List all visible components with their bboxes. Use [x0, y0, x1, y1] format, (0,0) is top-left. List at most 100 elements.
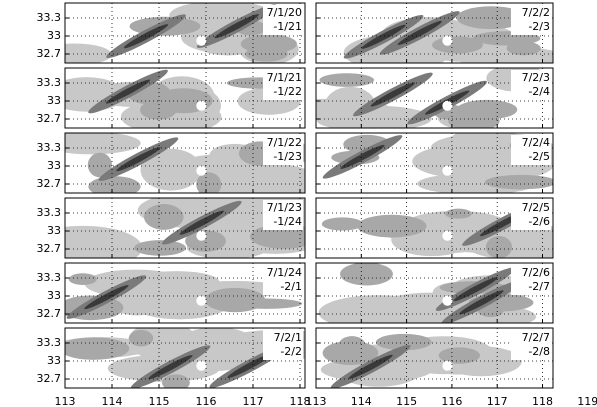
panel-frame — [315, 197, 554, 259]
y-tick-label: 33 — [47, 224, 61, 237]
shade-region — [143, 204, 184, 230]
shade-region — [484, 174, 553, 190]
lake-mask — [442, 165, 453, 176]
y-tick-label: 33 — [47, 29, 61, 42]
rain-band-core — [123, 24, 169, 49]
shade-region — [65, 43, 112, 63]
shade-region — [162, 374, 190, 388]
x-tick-label: 113 — [306, 395, 327, 407]
y-tick-label: 32.7 — [37, 112, 62, 125]
panel-frame — [64, 67, 306, 129]
panel-frame — [315, 2, 554, 64]
panel-date: 7/1/22 — [267, 136, 302, 149]
y-tick-label: 33 — [47, 159, 61, 172]
label-bg — [511, 5, 551, 35]
shade-region — [196, 172, 222, 193]
panel-date: -1/24 — [273, 215, 302, 228]
lake-mask — [442, 230, 453, 241]
panel-date: 7/1/21 — [267, 71, 302, 84]
contour-shading — [65, 69, 301, 128]
shade-region — [65, 225, 143, 258]
shade-region — [134, 240, 186, 256]
shade-region — [128, 329, 154, 347]
panel-frame — [64, 327, 306, 389]
label-bg — [263, 5, 303, 35]
shade-region — [319, 73, 375, 87]
x-tick-label: 115 — [149, 395, 170, 407]
panel-frame — [64, 2, 306, 64]
lake-mask — [196, 230, 207, 241]
shade-region — [456, 99, 518, 120]
rain-band-core — [453, 277, 498, 302]
rain-band-core — [179, 210, 224, 235]
x-tick-label: 118 — [532, 395, 553, 407]
y-tick-label: 33.3 — [37, 76, 62, 89]
y-tick-label: 33 — [47, 354, 61, 367]
shade-region — [438, 347, 481, 364]
shade-region — [185, 230, 226, 252]
y-tick-label: 33.3 — [37, 141, 62, 154]
panel-date: -2/6 — [528, 215, 550, 228]
shade-region — [87, 152, 112, 178]
x-tick-label: 117 — [243, 395, 264, 407]
y-tick-label: 33.3 — [37, 11, 62, 24]
panel-date: -2/5 — [528, 150, 550, 163]
shade-region — [245, 46, 288, 62]
rain-band-core — [340, 144, 385, 169]
contour-shading — [65, 3, 299, 63]
y-tick-label: 33.3 — [37, 271, 62, 284]
panel-date: -2/3 — [528, 20, 550, 33]
panel-frame — [315, 262, 554, 324]
shade-region — [88, 176, 141, 193]
panel-date: 7/2/5 — [522, 201, 550, 214]
shade-region — [357, 214, 427, 238]
label-bg — [263, 70, 303, 100]
label-bg — [263, 135, 303, 165]
shade-region — [140, 100, 177, 120]
panel-date: -2/2 — [280, 345, 302, 358]
y-tick-label: 32.7 — [37, 372, 62, 385]
shade-region — [65, 133, 141, 155]
panel-date: 7/2/1 — [274, 331, 302, 344]
label-bg — [263, 265, 303, 295]
panel-frame — [315, 327, 554, 389]
shade-region — [321, 217, 364, 231]
contour-shading — [322, 133, 553, 193]
lake-mask — [442, 100, 453, 111]
panel-date: 7/2/3 — [522, 71, 550, 84]
panel-frame — [315, 132, 554, 194]
panel-frame — [64, 132, 306, 194]
x-tick-label: 114 — [102, 395, 123, 407]
lake-mask — [196, 360, 207, 371]
rain-band-core — [116, 147, 161, 172]
y-tick-label: 32.7 — [37, 47, 62, 60]
y-tick-label: 33 — [47, 289, 61, 302]
panel-date: -2/4 — [528, 85, 550, 98]
panel-frame — [64, 262, 306, 324]
label-bg — [511, 200, 551, 230]
contour-shading — [343, 6, 553, 63]
shade-region — [485, 235, 513, 258]
shade-region — [324, 86, 376, 126]
rain-band-core — [84, 285, 129, 310]
x-tick-label: 118 — [290, 395, 311, 407]
panel-date: -2/7 — [528, 280, 550, 293]
panel-date: 7/2/4 — [522, 136, 550, 149]
panel-date: -1/23 — [273, 150, 302, 163]
label-bg — [511, 265, 551, 295]
panel-date: -2/8 — [528, 345, 550, 358]
y-tick-label: 32.7 — [37, 242, 62, 255]
contour-shading — [320, 333, 522, 388]
shade-region — [340, 263, 393, 286]
rain-band-core — [361, 24, 406, 49]
y-tick-label: 33.3 — [37, 336, 62, 349]
x-tick-label: 113 — [55, 395, 76, 407]
panel-date: -1/22 — [273, 85, 302, 98]
label-bg — [263, 200, 303, 230]
panel-date: 7/2/2 — [522, 6, 550, 19]
x-tick-label: 116 — [441, 395, 462, 407]
label-bg — [511, 70, 551, 100]
label-bg — [263, 330, 303, 360]
y-tick-label: 32.7 — [37, 177, 62, 190]
